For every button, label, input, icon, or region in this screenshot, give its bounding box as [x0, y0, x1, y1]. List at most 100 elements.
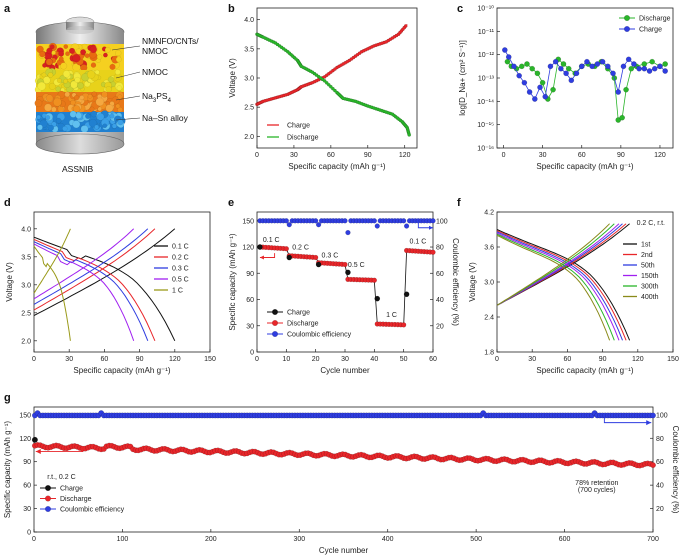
- series-discharge-point: [371, 277, 377, 283]
- x-tick-label: 60: [564, 356, 572, 363]
- series-charge-point: [657, 63, 663, 70]
- arrow-left: [259, 253, 276, 258]
- series-charge-point: [568, 77, 575, 84]
- y-tick-label: 3.0: [484, 280, 494, 287]
- series-charge-point: [511, 63, 517, 70]
- series-150th-discharge: [496, 232, 620, 341]
- series-ce-point: [430, 218, 436, 224]
- x-tick-label: 40: [370, 356, 378, 363]
- x-axis-label: Specific capacity (mAh g⁻¹): [288, 162, 385, 171]
- series-charge-point: [257, 244, 263, 250]
- series-0.2C-charge: [33, 228, 156, 311]
- particle: [90, 110, 98, 118]
- series-charge-point: [547, 63, 554, 70]
- panel-letter-c: c: [457, 3, 463, 15]
- series-0.1C-charge: [33, 228, 176, 317]
- series-2nd-discharge: [496, 230, 627, 341]
- legend-2-label: Coulombic efficiency: [287, 332, 352, 339]
- panel-letter-g: g: [4, 392, 11, 404]
- y-tick-label: 10⁻¹⁵: [477, 122, 494, 129]
- y2-tick-label: 80: [436, 245, 444, 252]
- particle: [94, 124, 100, 130]
- arrow-right: [417, 222, 433, 229]
- x-tick-label: 90: [599, 356, 607, 363]
- particle: [46, 47, 53, 55]
- particle: [39, 50, 46, 58]
- annotation-rate: 0.2 C, r.t.: [637, 220, 665, 227]
- y-tick-label: 2.0: [21, 338, 31, 345]
- series-charge-point: [505, 54, 512, 60]
- series-discharge-point: [529, 65, 536, 72]
- particle: [80, 125, 89, 133]
- y-tick-label: 90: [246, 271, 254, 278]
- particle: [45, 58, 53, 66]
- y-tick-label: 10⁻¹¹: [478, 29, 495, 36]
- x-tick-label: 30: [65, 356, 73, 363]
- x-tick-label: 60: [101, 356, 109, 363]
- particle: [105, 86, 112, 93]
- x-tick-label: 120: [654, 152, 666, 159]
- rate-label: 0.1 C: [410, 239, 427, 246]
- y-tick-label: 10⁻¹⁴: [477, 99, 494, 106]
- particle: [116, 85, 122, 91]
- series-charge-point: [516, 72, 522, 79]
- chart-f: 0 30 60 90 120 150 1.8 2.4 3.0 3.6 4.2 Specific cap…: [468, 210, 679, 376]
- x-tick-label: 90: [364, 152, 372, 159]
- panel-letter-e: e: [228, 197, 234, 209]
- particle: [69, 110, 77, 118]
- particle: [45, 115, 51, 120]
- series-0.1C-discharge: [33, 236, 176, 342]
- particle: [96, 113, 105, 121]
- series-charge-point: [573, 70, 580, 77]
- x-tick-label: 30: [539, 152, 547, 159]
- particle: [45, 94, 54, 102]
- legend-1st-label: 1st: [641, 242, 650, 249]
- series-400th-discharge: [496, 234, 611, 341]
- series-charge-point: [532, 96, 538, 102]
- particle: [62, 126, 68, 132]
- y-axis-label: Voltage (V): [468, 262, 477, 302]
- particle: [57, 106, 64, 113]
- series-50th-discharge: [496, 231, 623, 341]
- y-tick-label: 60: [246, 297, 254, 304]
- chart-g: 0 100 200 300 400 500 600 700 0 30 60 90 120 150 Cycle…: [3, 406, 680, 555]
- particle: [64, 91, 70, 98]
- particle: [56, 78, 62, 83]
- arrow-head-right: [646, 420, 652, 426]
- y-tick-label: 0: [27, 530, 31, 537]
- series-0.5C-charge: [33, 228, 135, 300]
- annotation-conditions: r.t., 0.2 C: [47, 474, 75, 481]
- series-charge-point: [605, 63, 611, 70]
- series-discharge-point: [342, 261, 348, 268]
- legend-1-label: Discharge: [287, 321, 319, 328]
- series-charge-point: [578, 63, 585, 70]
- series-charge-point: [646, 68, 653, 74]
- series-discharge-point: [649, 58, 655, 65]
- panel-letter-d: d: [4, 197, 11, 209]
- series-charge-point: [563, 70, 569, 77]
- y2-tick-label: 40: [436, 297, 444, 304]
- y-tick-label: 1.8: [484, 350, 494, 357]
- rate-label: 1 C: [386, 312, 397, 319]
- label-nmoc: NMOC: [142, 67, 168, 77]
- battery-illustration: NMNFO/CNTs/NMOC NMOC Na3PS4 Na–Sn alloy …: [34, 16, 199, 174]
- particle: [111, 123, 117, 129]
- series-0.2C-discharge: [33, 238, 156, 341]
- particle: [65, 51, 70, 57]
- x-tick-label: 0: [32, 356, 36, 363]
- series-ce-point: [286, 222, 292, 228]
- legend-0.5C-label: 0.5 C: [172, 277, 189, 284]
- y-tick-label: 90: [23, 459, 31, 466]
- particle: [84, 53, 90, 59]
- series-1st-discharge: [496, 229, 631, 341]
- series-charge-point: [599, 58, 606, 65]
- x-tick-label: 60: [578, 152, 586, 159]
- y-tick-label: 0: [250, 350, 254, 357]
- series-charge-point: [615, 89, 622, 95]
- particle: [107, 76, 114, 83]
- panel-letter-a: a: [4, 3, 11, 15]
- particle: [76, 82, 84, 90]
- particle: [51, 50, 56, 55]
- legend-charge-label: Charge: [287, 123, 310, 130]
- particle: [41, 72, 47, 78]
